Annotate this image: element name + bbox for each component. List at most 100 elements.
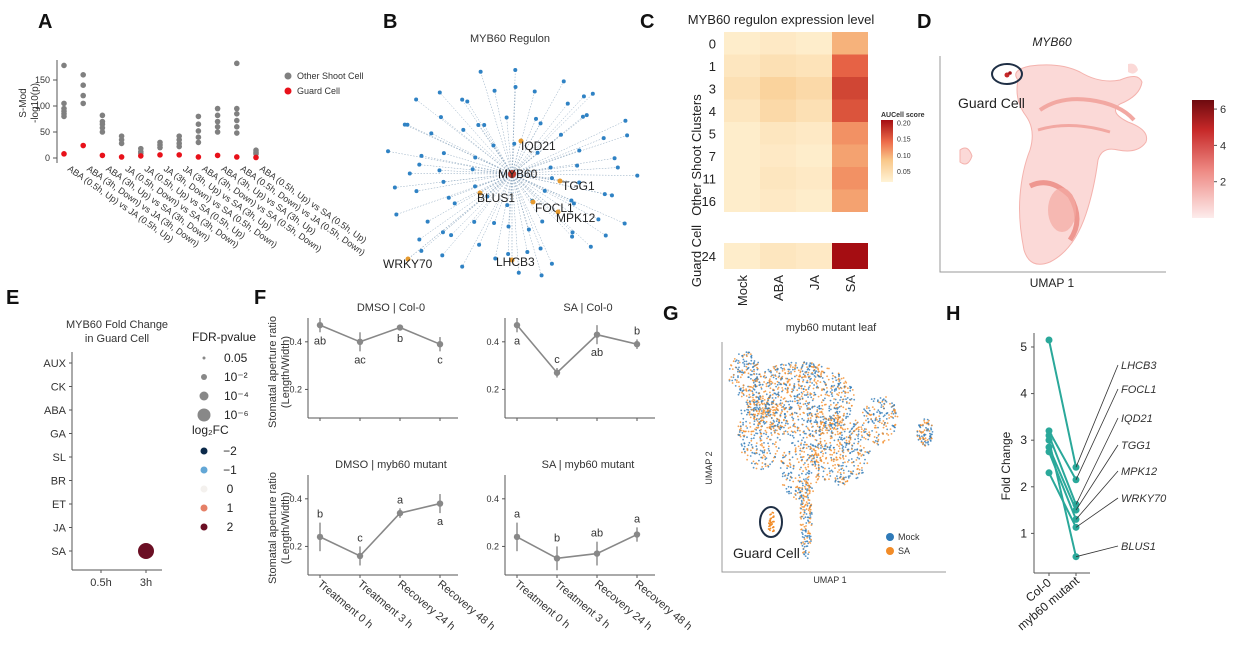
panel-f-point	[633, 531, 641, 538]
network-node	[538, 246, 543, 251]
network-center-label: MYB60	[498, 167, 538, 181]
network-edge	[511, 96, 585, 175]
network-edge	[461, 173, 513, 267]
gene-node-tgg1	[557, 178, 563, 184]
panel-e-row-label: ET	[52, 499, 66, 511]
panel-a-point-guard	[234, 154, 240, 160]
panel-a-point-guard	[61, 151, 67, 157]
panel-h-gene-label: WRKY70	[1121, 493, 1167, 505]
network-node	[402, 122, 407, 127]
network-node	[440, 230, 445, 235]
network-edge	[511, 116, 584, 175]
network-node	[540, 219, 545, 224]
network-node	[516, 270, 521, 275]
panel-f-point	[593, 331, 601, 338]
network-edge	[511, 69, 516, 175]
network-node	[526, 227, 531, 232]
panel-h-point-col0	[1045, 336, 1053, 344]
network-edge	[511, 173, 528, 253]
panel-f-point	[436, 500, 444, 507]
panel-c-cell	[724, 77, 760, 100]
network-edge	[511, 173, 625, 224]
network-edge	[511, 143, 515, 175]
panel-f-point	[316, 321, 324, 329]
panel-c-cell	[724, 122, 760, 145]
network-edge	[427, 173, 513, 222]
network-node	[460, 264, 465, 269]
network-node	[473, 184, 478, 189]
network-node	[506, 224, 511, 229]
network-node	[525, 250, 530, 255]
panel-c-cell	[724, 243, 760, 269]
panel-a-point-other	[80, 82, 86, 88]
panel-f-ytick-label: 0.2	[289, 541, 302, 551]
panel-h-label-leader	[1075, 470, 1119, 520]
panel-d-colorbar-tick-label: 2	[1220, 177, 1226, 189]
panel-h-pair-line	[1048, 439, 1077, 557]
panel-g-title: myb60 mutant leaf	[786, 322, 877, 334]
network-node	[414, 97, 419, 102]
panel-f-line	[319, 502, 441, 557]
network-edge	[396, 173, 513, 215]
panel-c-cell	[760, 77, 796, 100]
panel-c-cell	[832, 243, 868, 269]
panel-c-cell	[760, 167, 796, 190]
panel-a-point-other	[80, 100, 86, 107]
panel-h-ytick-label: 4	[1020, 387, 1027, 401]
panel-a-point-other	[157, 144, 163, 151]
panel-c-cell	[832, 32, 868, 55]
panel-h-label-leader	[1075, 444, 1119, 511]
network-node	[429, 131, 434, 136]
panel-e-color-legend-label: 1	[227, 501, 234, 515]
panel-e-color-legend-marker	[200, 523, 208, 531]
panel-h-label-leader	[1075, 364, 1119, 468]
panel-h-gene-label: BLUS1	[1121, 541, 1156, 553]
network-edge	[419, 173, 513, 240]
network-node	[615, 165, 620, 170]
network-edge	[478, 173, 513, 245]
panel-c-cell	[796, 189, 832, 212]
panel-f-ylabel-top-1: Stomatal aperture ratio	[267, 316, 279, 428]
panel-h-gene-label: TGG1	[1121, 440, 1151, 452]
panel-g-frame	[721, 342, 946, 573]
network-node	[419, 248, 424, 253]
network-node	[513, 67, 518, 72]
panel-a-point-other	[80, 72, 86, 78]
network-node	[441, 151, 446, 156]
panel-d-xlabel: UMAP 1	[1030, 276, 1075, 290]
network-node	[425, 219, 430, 224]
panel-h-ytick-label: 1	[1020, 526, 1027, 540]
legend-guard-cell: Guard Cell	[297, 86, 340, 96]
network-node	[609, 193, 614, 198]
panel-label-e: E	[6, 287, 19, 309]
network-node	[470, 167, 475, 172]
panel-h-ytick-label: 2	[1020, 480, 1027, 494]
panel-d-colorbar-tick-label: 6	[1220, 104, 1226, 116]
panel-h-label-leader	[1075, 497, 1119, 528]
gene-label-tgg1: TGG1	[562, 179, 595, 193]
panel-f-ytick-label: 0.2	[486, 384, 499, 394]
panel-e-size-legend-marker	[202, 356, 206, 360]
panel-c-cell	[796, 243, 832, 269]
panel-a-point-other	[61, 62, 67, 69]
panel-e-size-legend-marker	[199, 391, 209, 401]
network-node	[394, 212, 399, 217]
panel-f-letter: ab	[591, 347, 603, 359]
network-node	[580, 114, 585, 119]
panel-c-col-label: Mock	[735, 275, 750, 307]
network-node	[446, 195, 451, 200]
panel-f-ylabel-top-2: (Length/Width)	[280, 336, 292, 408]
network-node	[577, 180, 582, 185]
panel-c-cell	[760, 243, 796, 269]
panel-e-col-label: 3h	[140, 577, 152, 589]
panel-e-row-label: GA	[50, 429, 67, 441]
network-edge	[511, 173, 520, 273]
panel-h-label-leader	[1075, 388, 1119, 480]
network-node	[440, 253, 445, 258]
panel-f-letter: b	[554, 532, 560, 544]
panel-f-ylabel-bottom-2: (Length/Width)	[280, 492, 292, 564]
panel-c-row-label: 11	[703, 171, 717, 186]
panel-a-point-other	[214, 118, 221, 125]
panel-c-cell	[796, 167, 832, 190]
panel-f-point	[513, 533, 521, 541]
